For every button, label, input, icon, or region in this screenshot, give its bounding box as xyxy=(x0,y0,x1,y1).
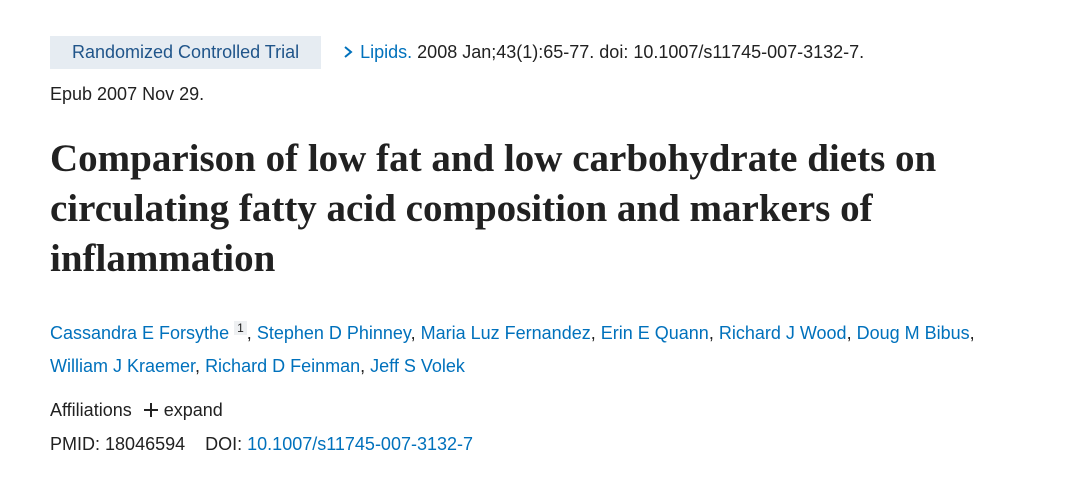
doi-label: DOI: xyxy=(205,434,243,454)
affiliation-number[interactable]: 1 xyxy=(234,321,247,335)
author-link[interactable]: Erin E Quann xyxy=(600,323,709,343)
author-separator: , xyxy=(360,356,366,376)
author-link[interactable]: Jeff S Volek xyxy=(370,356,465,376)
author-link[interactable]: Richard J Wood xyxy=(718,323,847,343)
article-title: Comparison of low fat and low carbohydra… xyxy=(50,137,937,280)
author-separator: , xyxy=(195,356,201,376)
author-link[interactable]: Doug M Bibus xyxy=(856,323,970,343)
affiliations: Affiliations expand xyxy=(50,394,223,427)
identifiers: PMID: 18046594 DOI: 10.1007/s11745-007-31… xyxy=(50,428,473,461)
author-separator: , xyxy=(708,323,714,343)
citation-row: Randomized Controlled Trial Lipids. 2008… xyxy=(50,36,1050,69)
chevron-icon xyxy=(344,46,353,58)
author-separator: , xyxy=(246,323,252,343)
author-link[interactable]: Stephen D Phinney xyxy=(256,323,411,343)
pmid: 18046594 xyxy=(105,434,186,454)
author-separator: , xyxy=(590,323,596,343)
journal-link[interactable]: Lipids. xyxy=(342,42,412,62)
author-link[interactable]: William J Kraemer xyxy=(50,356,196,376)
doi-link[interactable]: 10.1007/s11745-007-3132-7 xyxy=(247,434,474,454)
author-list: Cassandra E Forsythe 1, Stephen D Phinne… xyxy=(50,312,980,383)
epub-date: Epub 2007 Nov 29. xyxy=(50,84,205,104)
affiliations-label: Affiliations xyxy=(50,400,132,420)
journal[interactable]: Lipids. xyxy=(360,42,413,62)
author-link[interactable]: Richard D Feinman xyxy=(205,356,361,376)
citation-details: 2008 Jan;43(1):65-77. doi: 10.1007/s1174… xyxy=(417,42,865,62)
expand-toggle[interactable]: expand xyxy=(163,400,223,420)
expand-icon[interactable] xyxy=(143,403,158,417)
author-link[interactable]: Maria Luz Fernandez xyxy=(420,323,591,343)
author-separator: , xyxy=(846,323,852,343)
author-separator: , xyxy=(969,323,975,343)
publication-type: Randomized Controlled Trial xyxy=(50,36,322,69)
author-link[interactable]: Cassandra E Forsythe xyxy=(50,323,230,343)
pmid-label: PMID: xyxy=(50,434,101,454)
author-separator: , xyxy=(410,323,416,343)
